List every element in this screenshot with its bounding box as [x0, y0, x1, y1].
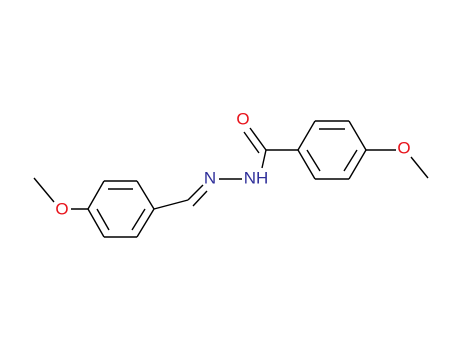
bond	[249, 127, 267, 151]
bond	[153, 199, 189, 210]
atom-label: O	[55, 199, 68, 218]
bond	[348, 149, 367, 180]
bond	[297, 120, 316, 151]
bond	[136, 180, 155, 210]
bond	[87, 180, 105, 210]
bond	[343, 149, 358, 172]
atom-label: O	[236, 109, 249, 128]
bond	[96, 208, 110, 231]
bond	[243, 131, 260, 154]
atom-label: N	[204, 168, 216, 187]
bond	[187, 184, 204, 201]
bond	[87, 208, 105, 238]
bond	[192, 190, 208, 207]
bonds	[33, 120, 429, 238]
bond	[348, 120, 367, 151]
bond	[33, 177, 55, 203]
bond	[136, 208, 155, 238]
atom-label: NH	[244, 168, 269, 187]
bond	[297, 149, 316, 180]
bond	[131, 208, 146, 231]
bond	[410, 156, 429, 179]
atom-label: O	[397, 138, 410, 157]
bond	[306, 149, 321, 172]
bond	[261, 149, 267, 169]
